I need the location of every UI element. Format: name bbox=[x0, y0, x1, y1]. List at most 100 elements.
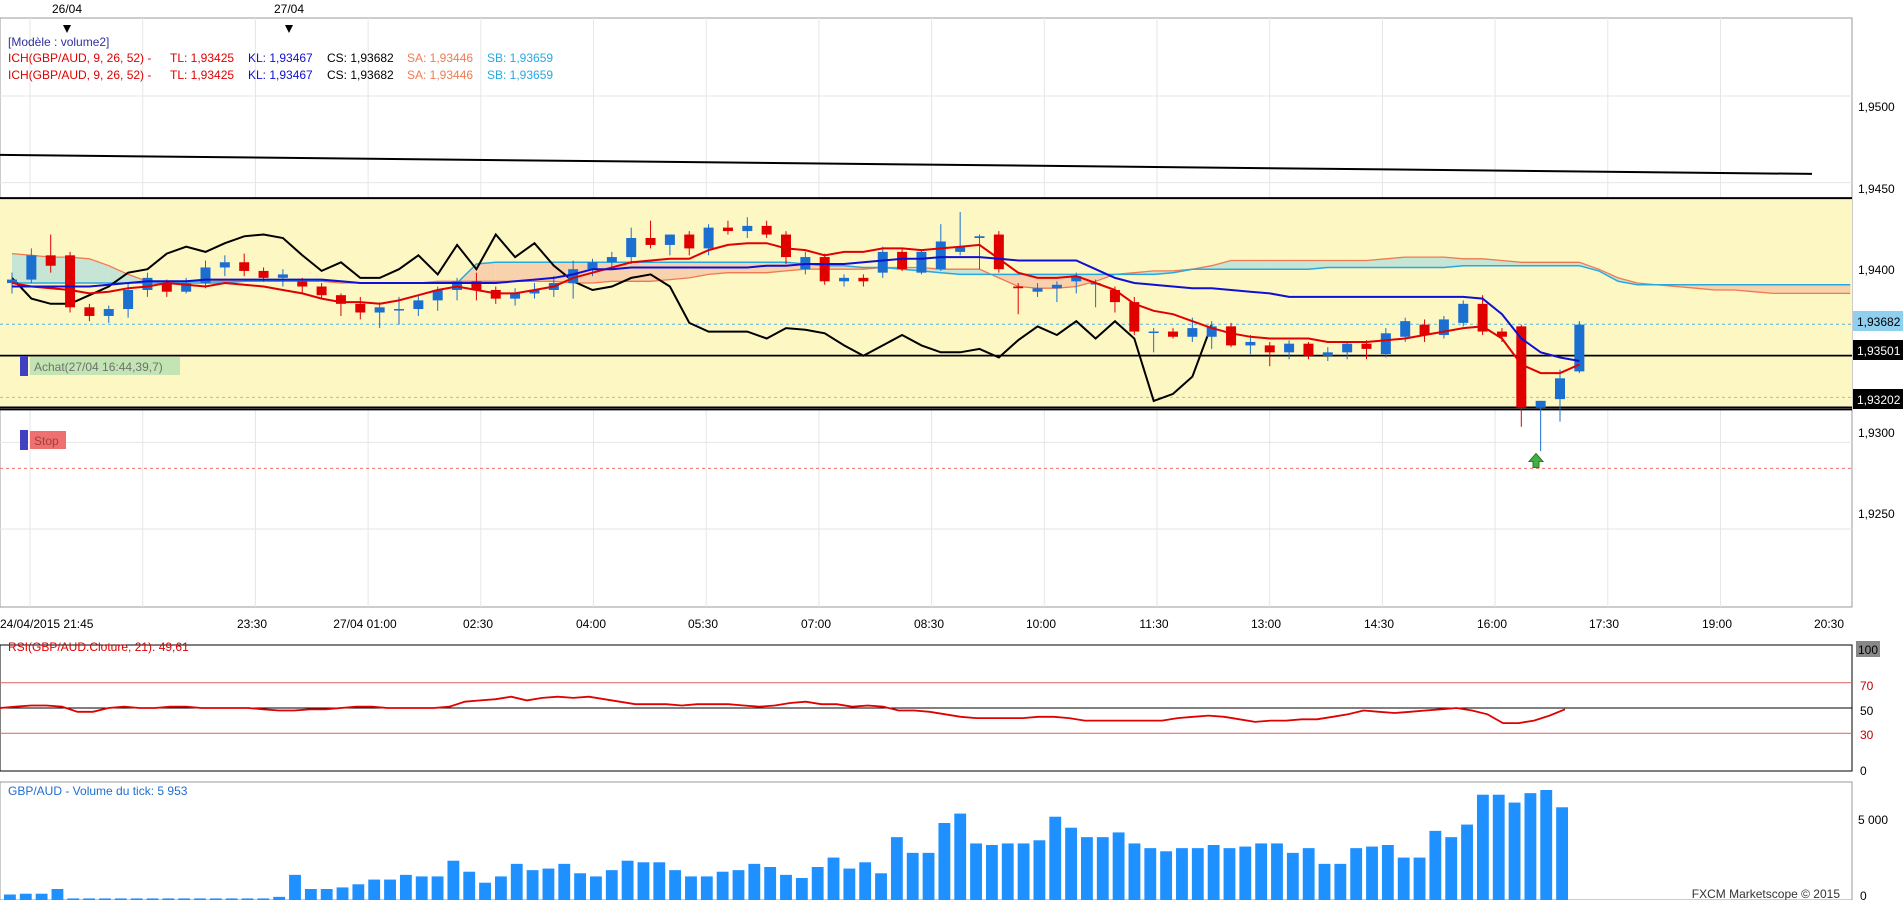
achat-box bbox=[30, 357, 180, 375]
candle-body bbox=[1109, 289, 1120, 303]
time-label: 02:30 bbox=[463, 617, 493, 631]
stop-handle[interactable] bbox=[20, 430, 28, 450]
price-axis: 1,9500 1,9450 1,9400 1,9300 1,9250 1,936… bbox=[1853, 100, 1903, 521]
rsi-line bbox=[0, 695, 1566, 724]
price-pane[interactable] bbox=[0, 17, 1853, 608]
volume-tick-0: 0 bbox=[1860, 889, 1867, 900]
legend-row-1-cs: CS: 1,93682 bbox=[327, 51, 394, 65]
volume-bar bbox=[1413, 857, 1426, 900]
candle-body bbox=[1438, 319, 1449, 336]
volume-bar bbox=[35, 893, 48, 900]
volume-pane[interactable] bbox=[0, 781, 1853, 900]
volume-bar bbox=[1556, 807, 1568, 900]
kumo-segment bbox=[1327, 260, 1348, 268]
legend-row-1-prefix: ICH(GBP/AUD, 9, 26, 52) - bbox=[8, 51, 151, 65]
candle-body bbox=[974, 236, 985, 239]
achat-handle[interactable] bbox=[20, 356, 28, 376]
candle-body bbox=[355, 303, 366, 313]
candle-body bbox=[955, 246, 966, 252]
volume-bar bbox=[4, 894, 16, 900]
kumo-segment bbox=[960, 269, 980, 275]
volume-bar bbox=[621, 860, 634, 900]
kumo-segment bbox=[1018, 274, 1038, 289]
candle-body bbox=[819, 257, 830, 282]
volume-bar bbox=[1033, 840, 1046, 900]
volume-bar bbox=[811, 867, 824, 900]
line1-price-badge-text: 1,93501 bbox=[1857, 344, 1901, 358]
kumo-segment bbox=[998, 274, 1019, 287]
candle-body bbox=[432, 289, 443, 301]
volume-bar bbox=[890, 837, 903, 900]
rsi-tick-50: 50 bbox=[1860, 704, 1874, 718]
candle-body bbox=[239, 262, 250, 271]
volume-bar bbox=[146, 898, 159, 900]
volume-title: GBP/AUD - Volume du tick: 5 953 bbox=[8, 784, 188, 798]
rsi-tick-100-bg bbox=[1856, 641, 1880, 657]
kumo-segment bbox=[476, 262, 496, 282]
volume-bar bbox=[1065, 827, 1078, 900]
current-price-badge bbox=[1853, 311, 1903, 331]
volume-labels: GBP/AUD - Volume du tick: 5 953 5 000 0 … bbox=[8, 784, 1888, 900]
volume-bar bbox=[336, 887, 349, 900]
volume-bar bbox=[510, 863, 523, 900]
rsi-pane[interactable] bbox=[0, 644, 1853, 772]
volume-bar bbox=[1001, 843, 1014, 900]
top-date-markers: 26/04 27/04 bbox=[52, 2, 304, 16]
candle-body bbox=[1168, 331, 1178, 337]
candle-body bbox=[181, 283, 192, 292]
volume-bar bbox=[1207, 845, 1220, 900]
volume-bar bbox=[1176, 848, 1188, 900]
volume-bar bbox=[1397, 857, 1410, 900]
volume-bar bbox=[1255, 843, 1268, 900]
legend-row-2-prefix: ICH(GBP/AUD, 9, 26, 52) - bbox=[8, 68, 151, 82]
volume-bar bbox=[1191, 848, 1204, 900]
kumo-segment bbox=[1463, 258, 1483, 266]
candle-body bbox=[471, 281, 482, 290]
time-label: 27/04 01:00 bbox=[333, 617, 397, 631]
stop-order[interactable]: Stop bbox=[20, 430, 66, 450]
volume-bar bbox=[558, 863, 571, 900]
legend: [Modèle : volume2] ICH(GBP/AUD, 9, 26, 5… bbox=[8, 35, 553, 82]
candle-body bbox=[1129, 302, 1140, 332]
candle-body bbox=[839, 277, 850, 282]
volume-bar bbox=[1508, 802, 1521, 900]
volume-bar bbox=[384, 879, 396, 900]
volume-bar bbox=[99, 898, 111, 900]
volume-bar bbox=[1223, 848, 1236, 900]
volume-bar bbox=[1366, 846, 1378, 900]
volume-bar bbox=[415, 876, 428, 900]
achat-label: Achat(27/04 16:44,39,7) bbox=[34, 360, 163, 374]
volume-bar bbox=[526, 870, 539, 900]
volume-bar bbox=[352, 884, 365, 900]
volume-bar bbox=[225, 898, 238, 900]
legend-row-1-sb: SB: 1,93659 bbox=[487, 51, 553, 65]
candle-body bbox=[1264, 345, 1275, 353]
candle-body bbox=[1226, 326, 1237, 346]
volume-bar bbox=[273, 896, 286, 900]
volume-bar bbox=[827, 857, 840, 900]
candle-body bbox=[297, 281, 308, 287]
legend-row-1-tl: TL: 1,93425 bbox=[170, 51, 234, 65]
candle-body bbox=[335, 295, 346, 304]
price-tick: 1,9500 bbox=[1858, 100, 1895, 114]
kumo-segment bbox=[89, 258, 109, 283]
volume-bar bbox=[289, 874, 301, 900]
candle-body bbox=[1322, 352, 1333, 356]
volume-bar bbox=[1445, 837, 1458, 900]
achat-order[interactable]: Achat(27/04 16:44,39,7) bbox=[20, 356, 180, 376]
kumo-segment bbox=[1211, 260, 1232, 270]
legend-row-1-kl: KL: 1,93467 bbox=[248, 51, 313, 65]
volume-tick-5000: 5 000 bbox=[1858, 813, 1888, 827]
line2-price-badge bbox=[1853, 389, 1903, 409]
kumo-segment bbox=[1424, 257, 1444, 268]
time-label: 20:30 bbox=[1814, 617, 1844, 631]
volume-bar bbox=[1476, 794, 1489, 900]
kumo-segment bbox=[689, 262, 709, 278]
volume-bar bbox=[906, 852, 919, 900]
volume-bar bbox=[1286, 852, 1299, 900]
candle-body bbox=[935, 241, 946, 270]
date-marker-triangle-icon bbox=[63, 25, 71, 33]
volume-bar bbox=[985, 845, 998, 900]
volume-bar bbox=[1096, 837, 1109, 900]
